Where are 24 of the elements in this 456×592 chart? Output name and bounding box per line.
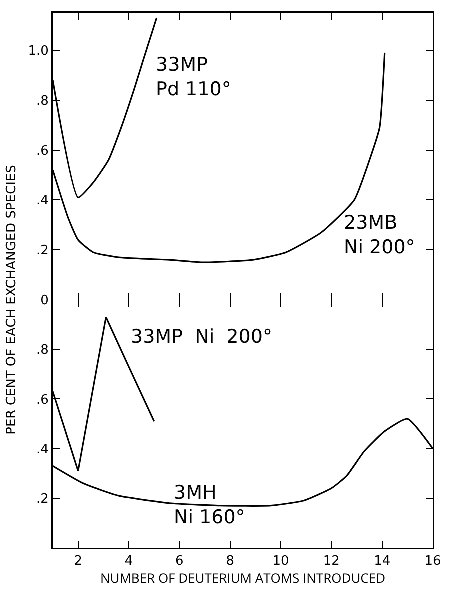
legend-label: 33MP Ni 200° xyxy=(131,326,272,348)
x-tick-label: 10 xyxy=(272,554,290,570)
y-tick-label: .4 xyxy=(36,194,49,209)
x-axis-title: NUMBER OF DEUTERIUM ATOMS INTRODUCED xyxy=(100,569,386,588)
x-tick-label: 2 xyxy=(74,554,82,570)
x-tick-label: 12 xyxy=(323,554,340,570)
y-tick-label: .4 xyxy=(36,442,49,458)
y-tick-label: 1.0 xyxy=(28,44,49,59)
x-tick-label: 4 xyxy=(124,554,134,570)
x-tick-label: 8 xyxy=(226,554,234,570)
x-tick-label: 16 xyxy=(424,554,442,570)
y-tick-label: .8 xyxy=(36,94,49,109)
y-tick-label: 0 xyxy=(40,294,49,309)
series-label: 33MP Pd 110° xyxy=(156,54,232,101)
x-tick-label: 14 xyxy=(374,554,391,570)
y-tick-label: .2 xyxy=(36,492,49,507)
y-tick-label: .6 xyxy=(36,144,49,159)
x-tick-label: 6 xyxy=(176,554,184,570)
legend-label: 23MB Ni 200° xyxy=(344,212,416,259)
y-tick-label: .6 xyxy=(36,392,49,408)
y-tick-label: .8 xyxy=(36,343,49,358)
series-label: 3MH Ni 160° xyxy=(174,482,246,529)
y-axis-title: PER CENT OF EACH EXCHANGED SPECIES xyxy=(4,165,20,435)
y-tick-label: .2 xyxy=(36,244,49,259)
